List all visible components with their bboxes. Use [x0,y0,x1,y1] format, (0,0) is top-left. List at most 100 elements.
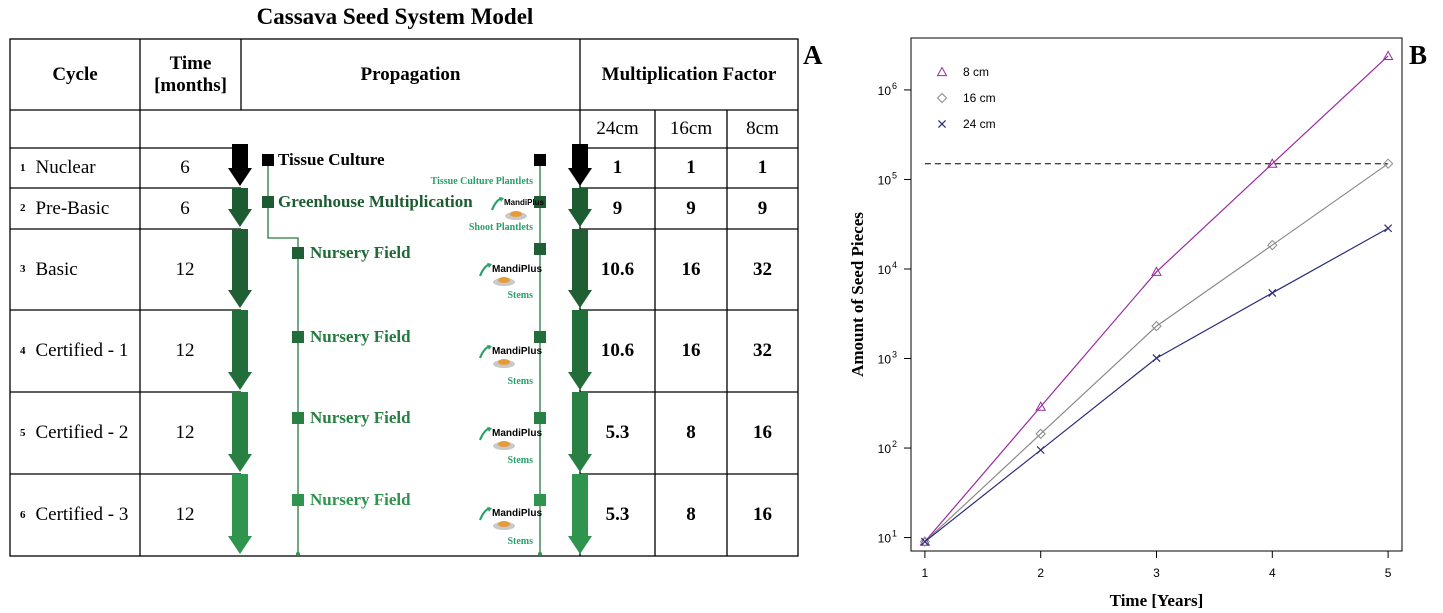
factor-cell: 8 [686,422,696,444]
product-marker [534,243,546,255]
connector-end [538,552,542,556]
cycle-name: Certified - 1 [35,340,129,362]
factor-cell: 1 [757,157,768,179]
subheader-16cm: 16cm [669,118,713,140]
y-tick-label: 10 [878,353,892,367]
factor-cell: 32 [753,340,772,362]
x-tick-label: 4 [1269,566,1276,580]
product-marker [534,154,546,166]
stage-marker [292,412,304,424]
cycle-name: Basic [35,258,78,280]
mandiplus-logo-icon [478,344,515,368]
plot-frame [910,37,1403,552]
series-24-cm [920,224,1393,546]
cycle-number: 4 [20,344,26,357]
cycle-cell: 6 Certified - 3 [10,474,140,556]
data-point [1151,266,1162,276]
stage-arrow-right [568,229,592,308]
product-label: Stems [507,290,533,301]
mandiplus-text: MandiPlus [492,508,543,519]
product-marker [534,494,546,506]
cycle-cell: 2 Pre-Basic [10,188,140,229]
stage-marker [292,331,304,343]
data-point [1382,50,1394,60]
stage-arrow-left [228,392,252,472]
propagation-label: Tissue Culture [278,150,385,169]
legend-marker [937,119,947,129]
legend-label: 24 cm [963,117,996,131]
connector-end [296,552,300,556]
cycle-number: 2 [20,202,26,215]
panel-b-label: B [1409,40,1428,70]
cycle-number: 3 [20,263,26,276]
y-tick-label: 10 [878,532,892,546]
legend-marker [936,66,948,77]
table-grid [9,38,799,557]
stage-arrow-left [228,229,252,308]
factor-cell: 16 [681,340,701,362]
product-label: Tissue Culture Plantlets [430,176,533,187]
stage-arrow-right [568,144,592,186]
legend-label: 16 cm [963,91,996,105]
data-point [920,537,929,546]
propagation-label: Greenhouse Multiplication [278,192,473,211]
y-tick-exponent: 3 [892,350,897,360]
factor-cell: 9 [686,197,696,219]
mandiplus-logo [478,426,538,454]
cycle-number: 5 [20,426,26,439]
data-point [1266,158,1278,168]
cycle-cell: 4 Certified - 1 [10,310,140,392]
series-16-cm [919,158,1394,547]
mandiplus-text: MandiPlus [504,198,545,207]
stage-marker [292,247,304,259]
cycle-cell: 1 Nuclear [10,148,140,188]
y-tick-label: 10 [878,84,892,98]
mandiplus-logo [478,262,538,290]
stage-arrow-left [228,310,252,390]
y-tick-label: 10 [878,442,892,456]
series-line [924,163,1389,543]
data-point [1268,288,1277,297]
propagation-diagram [228,144,592,556]
product-marker [534,331,546,343]
factor-cell: 10.6 [600,258,635,280]
data-point [1267,239,1278,251]
panel-a-label: A [803,40,823,70]
y-tick-exponent: 2 [892,439,897,449]
y-tick-exponent: 5 [892,170,897,180]
y-tick-label: 10 [878,173,892,187]
product-label: Stems [507,455,533,466]
factor-cell: 32 [753,258,772,280]
cycle-name: Nuclear [35,157,96,179]
data-point [1035,401,1047,411]
mandiplus-logo-icon [478,426,515,450]
legend-label: 8 cm [963,65,989,79]
x-tick-label: 1 [922,566,929,580]
stage-arrow-right [568,188,592,227]
stage-arrow-right [568,474,592,554]
mandiplus-logo [478,344,538,372]
subheader-24cm: 24cm [596,118,639,140]
y-tick-exponent: 4 [892,260,897,270]
header-cycle: Cycle [52,63,98,85]
data-point [1035,428,1046,440]
stage-marker [262,154,274,166]
time-cell: 12 [175,422,195,444]
stage-marker [292,494,304,506]
factor-cell: 16 [753,422,772,444]
time-cell: 12 [175,340,195,362]
stage-marker [262,196,274,208]
product-marker [534,412,546,424]
time-cell: 12 [175,258,195,280]
mandiplus-logo-icon [478,506,515,530]
figure-title: Cassava Seed System Model [256,4,534,29]
chart-legend: 8 cm 16 cm 24 cm [936,65,996,131]
header-time-line1: Time [169,52,212,74]
data-point [1152,354,1161,363]
factor-cell: 16 [681,258,701,280]
stage-arrow-right [568,310,592,390]
factor-cell: 5.3 [605,422,630,444]
cycle-name: Certified - 3 [35,504,129,526]
propagation-label: Nursery Field [310,243,411,262]
x-tick-label: 5 [1385,566,1392,580]
